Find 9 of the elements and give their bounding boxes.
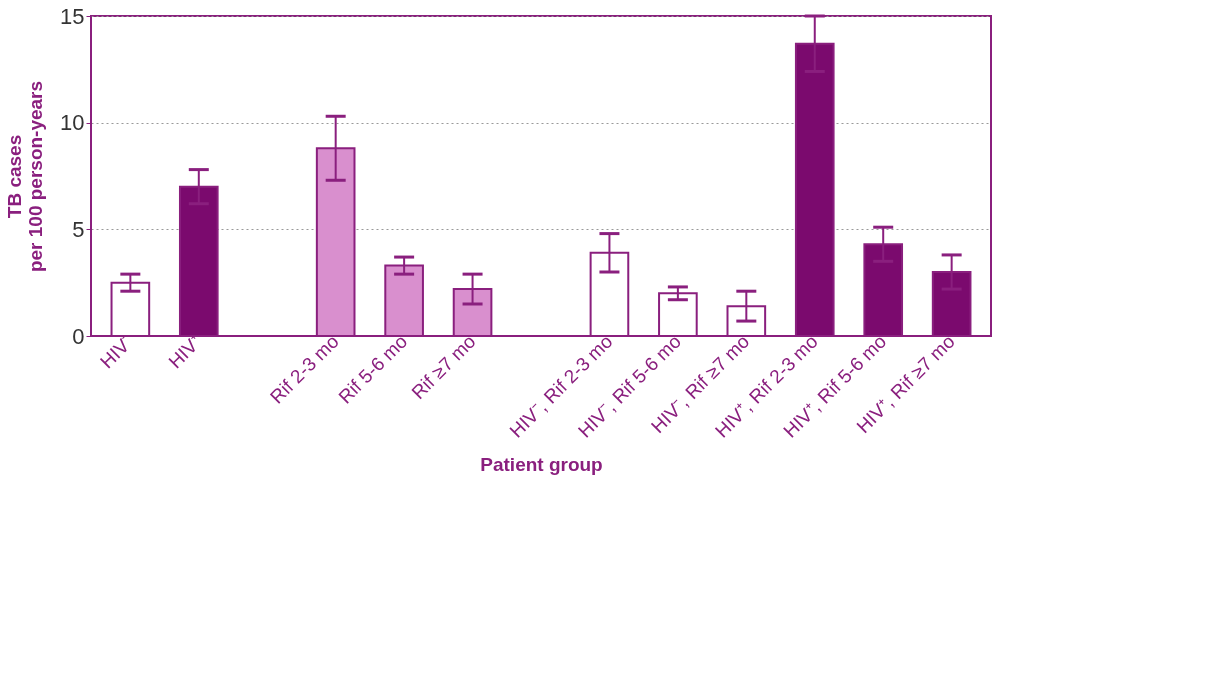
y-tick-label: 10 (60, 110, 85, 136)
x-tick-label: Rif ≥7 mo (407, 330, 480, 403)
x-tick-label: HIV⁻ (95, 330, 138, 373)
x-tick-label: HIV⁺ (164, 330, 206, 373)
y-axis-title: TB cases per 100 person-years (4, 80, 47, 273)
y-tick-label: 0 (72, 323, 85, 349)
y-tick-label: 15 (60, 3, 85, 29)
y-tick-label: 5 (72, 216, 85, 242)
x-axis-title: Patient group (480, 453, 603, 475)
